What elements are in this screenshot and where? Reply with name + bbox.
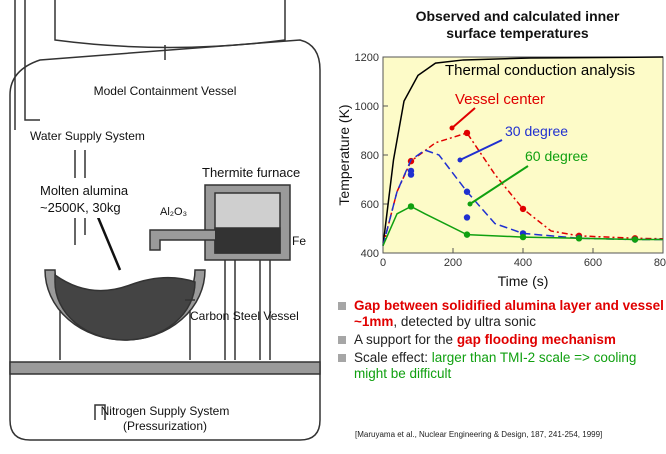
diagram: Model Containment Vessel Water Supply Sy… — [0, 0, 335, 454]
series-label: Vessel center — [455, 91, 545, 108]
arrow-head — [450, 126, 455, 131]
x-tick-label: 0 — [380, 257, 386, 269]
series-label: Thermal conduction analysis — [445, 62, 635, 79]
label: Water Supply System — [30, 129, 145, 143]
bullet-text: , detected by ultra sonic — [393, 314, 536, 329]
bullet-list: Gap between solidified alumina layer and… — [336, 298, 666, 384]
label: Carbon Steel Vessel — [190, 309, 299, 323]
marker — [464, 189, 470, 195]
series-label: 60 degree — [525, 148, 588, 164]
series-label: 30 degree — [505, 123, 568, 139]
marker — [464, 231, 470, 237]
marker — [464, 130, 470, 136]
label: Model Containment Vessel — [94, 84, 237, 98]
marker — [576, 235, 582, 241]
y-tick-label: 800 — [361, 150, 379, 162]
label: ~2500K, 30kg — [40, 200, 121, 215]
chart: 400 600 800 1000 1200 0 200 400 600 800 Time (s) Te… — [330, 0, 666, 292]
y-axis-label: Temperature (K) — [336, 104, 352, 205]
bullet: A support for the gap flooding mechanism — [336, 332, 666, 348]
slide: Model Containment Vessel Water Supply Sy… — [0, 0, 666, 454]
marker — [520, 206, 526, 212]
bullet-text: Scale effect: — [354, 350, 432, 365]
x-tick-label: 600 — [584, 257, 602, 269]
x-tick-label: 800 — [654, 257, 666, 269]
label: Al₂O₃ — [160, 206, 187, 218]
y-tick-label: 600 — [361, 199, 379, 211]
y-tick-label: 1200 — [355, 52, 379, 64]
bullet: Gap between solidified alumina layer and… — [336, 298, 666, 330]
marker — [464, 214, 470, 220]
x-tick-label: 400 — [514, 257, 532, 269]
arrow-head — [468, 202, 473, 207]
label: Molten alumina — [40, 183, 129, 198]
label: Thermite furnace — [202, 165, 300, 180]
y-tick-label: 400 — [361, 248, 379, 260]
y-tick-label: 1000 — [355, 101, 379, 113]
marker — [520, 234, 526, 240]
marker — [632, 236, 638, 242]
bullet-text: A support for the — [354, 332, 457, 347]
vessel-top — [55, 0, 285, 48]
bullet-text: gap flooding mechanism — [457, 332, 616, 347]
x-tick-label: 200 — [444, 257, 462, 269]
x-axis-label: Time (s) — [498, 273, 549, 289]
floor — [10, 362, 320, 374]
label: (Pressurization) — [123, 419, 207, 433]
bullet: Scale effect: larger than TMI-2 scale =>… — [336, 350, 666, 382]
marker — [408, 168, 414, 174]
label: Fe — [292, 234, 306, 248]
reference: [Maruyama et al., Nuclear Engineering & … — [355, 430, 602, 439]
plot-area — [383, 57, 663, 253]
marker — [408, 203, 414, 209]
arrow-head — [458, 158, 463, 163]
iron-layer — [215, 228, 280, 253]
label: Nitrogen Supply System — [101, 404, 230, 418]
